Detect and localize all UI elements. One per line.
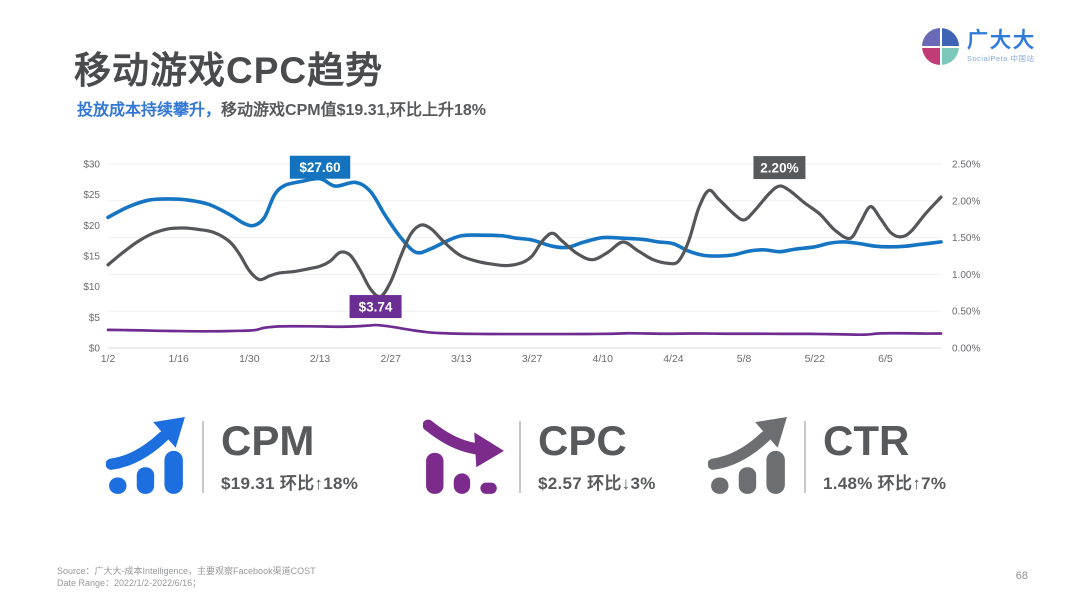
metric-label: CTR <box>823 417 910 464</box>
x-axis-tick: 2/13 <box>310 353 331 365</box>
x-axis-tick: 2/27 <box>380 353 401 365</box>
right-axis-tick: 2.50% <box>952 160 980 171</box>
x-axis-tick: 3/27 <box>522 353 543 365</box>
date-range-line: Date Range：2022/1/2-2022/6/16； <box>57 578 202 588</box>
x-axis-tick: 1/2 <box>101 353 116 365</box>
source-line: Source：广大大-成本Intelligence，主要观察Facebook渠道… <box>57 566 316 576</box>
page-subtitle: 投放成本持续攀升，移动游戏CPM值$19.31,环比上升18% <box>77 96 486 120</box>
right-axis-tick: 1.50% <box>952 233 980 244</box>
trend-up-chart-icon <box>106 417 185 494</box>
series-line-cpc <box>106 323 943 337</box>
right-axis-tick: 1.00% <box>952 270 980 281</box>
metric-value: 1.48% 环比↑7% <box>823 474 947 493</box>
metric-card-cpc: CPC $2.57 环比↓3% <box>423 416 656 498</box>
left-axis-tick: $5 <box>89 313 101 324</box>
left-axis-tick: $25 <box>83 190 100 201</box>
x-axis-tick: 4/24 <box>663 353 684 365</box>
left-axis-tick: $0 <box>89 344 101 355</box>
brand-logo: 广大大 SocialPeta 中国站 <box>922 28 1036 65</box>
metric-card-ctr: CTR 1.48% 环比↑7% <box>708 416 946 498</box>
metric-label: CPC <box>538 417 627 464</box>
four-quadrant-circle-icon <box>922 28 959 65</box>
right-axis-tick: 0.50% <box>952 307 980 318</box>
data-label-box <box>289 155 351 179</box>
page-number: 68 <box>1015 570 1028 582</box>
series-line-cpm <box>106 176 943 258</box>
right-axis-tick: 0.00% <box>952 344 980 355</box>
x-axis-tick: 5/22 <box>805 353 826 365</box>
series-line-ctr <box>106 184 943 299</box>
metric-value: $2.57 环比↓3% <box>538 474 656 493</box>
x-axis-tick: 1/30 <box>239 353 260 365</box>
data-label-text: $27.60 <box>299 160 340 175</box>
brand-name: 广大大 <box>967 29 1036 53</box>
left-axis-tick: $30 <box>83 160 100 171</box>
trend-line-chart: $0 $5 $10 $15 $20 $25 $30 0.00% 0.50% 1.00% 1.50% 2… <box>83 155 980 365</box>
subtitle-highlight: 投放成本持续攀升， <box>77 102 222 119</box>
trend-up-chart-icon <box>708 417 787 494</box>
metric-value: $19.31 环比↑18% <box>221 474 359 493</box>
metric-card-cpm: CPM $19.31 环比↑18% <box>106 416 358 498</box>
x-axis-tick: 4/10 <box>593 353 614 365</box>
divider <box>202 421 204 493</box>
divider <box>519 421 521 493</box>
metric-label: CPM <box>221 417 315 464</box>
trend-down-chart-icon <box>423 419 504 494</box>
x-axis-tick: 3/13 <box>451 353 472 365</box>
x-axis-tick: 5/8 <box>737 353 752 365</box>
data-label-box <box>349 295 402 319</box>
left-axis-tick: $15 <box>83 252 100 263</box>
data-label-text: 2.20% <box>760 161 798 176</box>
subtitle-rest: 移动游戏CPM值$19.31,环比上升18% <box>221 102 486 119</box>
page-title: 移动游戏CPC趋势 <box>74 50 384 91</box>
x-axis-tick: 1/16 <box>168 353 189 365</box>
left-axis-tick: $10 <box>83 282 100 293</box>
source-note: Source：广大大-成本Intelligence，主要观察Facebook渠道… <box>57 565 316 589</box>
data-label-text: $3.74 <box>359 300 393 315</box>
x-axis-tick: 6/5 <box>878 353 893 365</box>
brand-subtext: SocialPeta 中国站 <box>967 54 1035 64</box>
right-axis-tick: 2.00% <box>952 196 980 207</box>
data-label-box <box>753 156 806 180</box>
left-axis-tick: $20 <box>83 221 100 232</box>
divider <box>804 421 806 493</box>
